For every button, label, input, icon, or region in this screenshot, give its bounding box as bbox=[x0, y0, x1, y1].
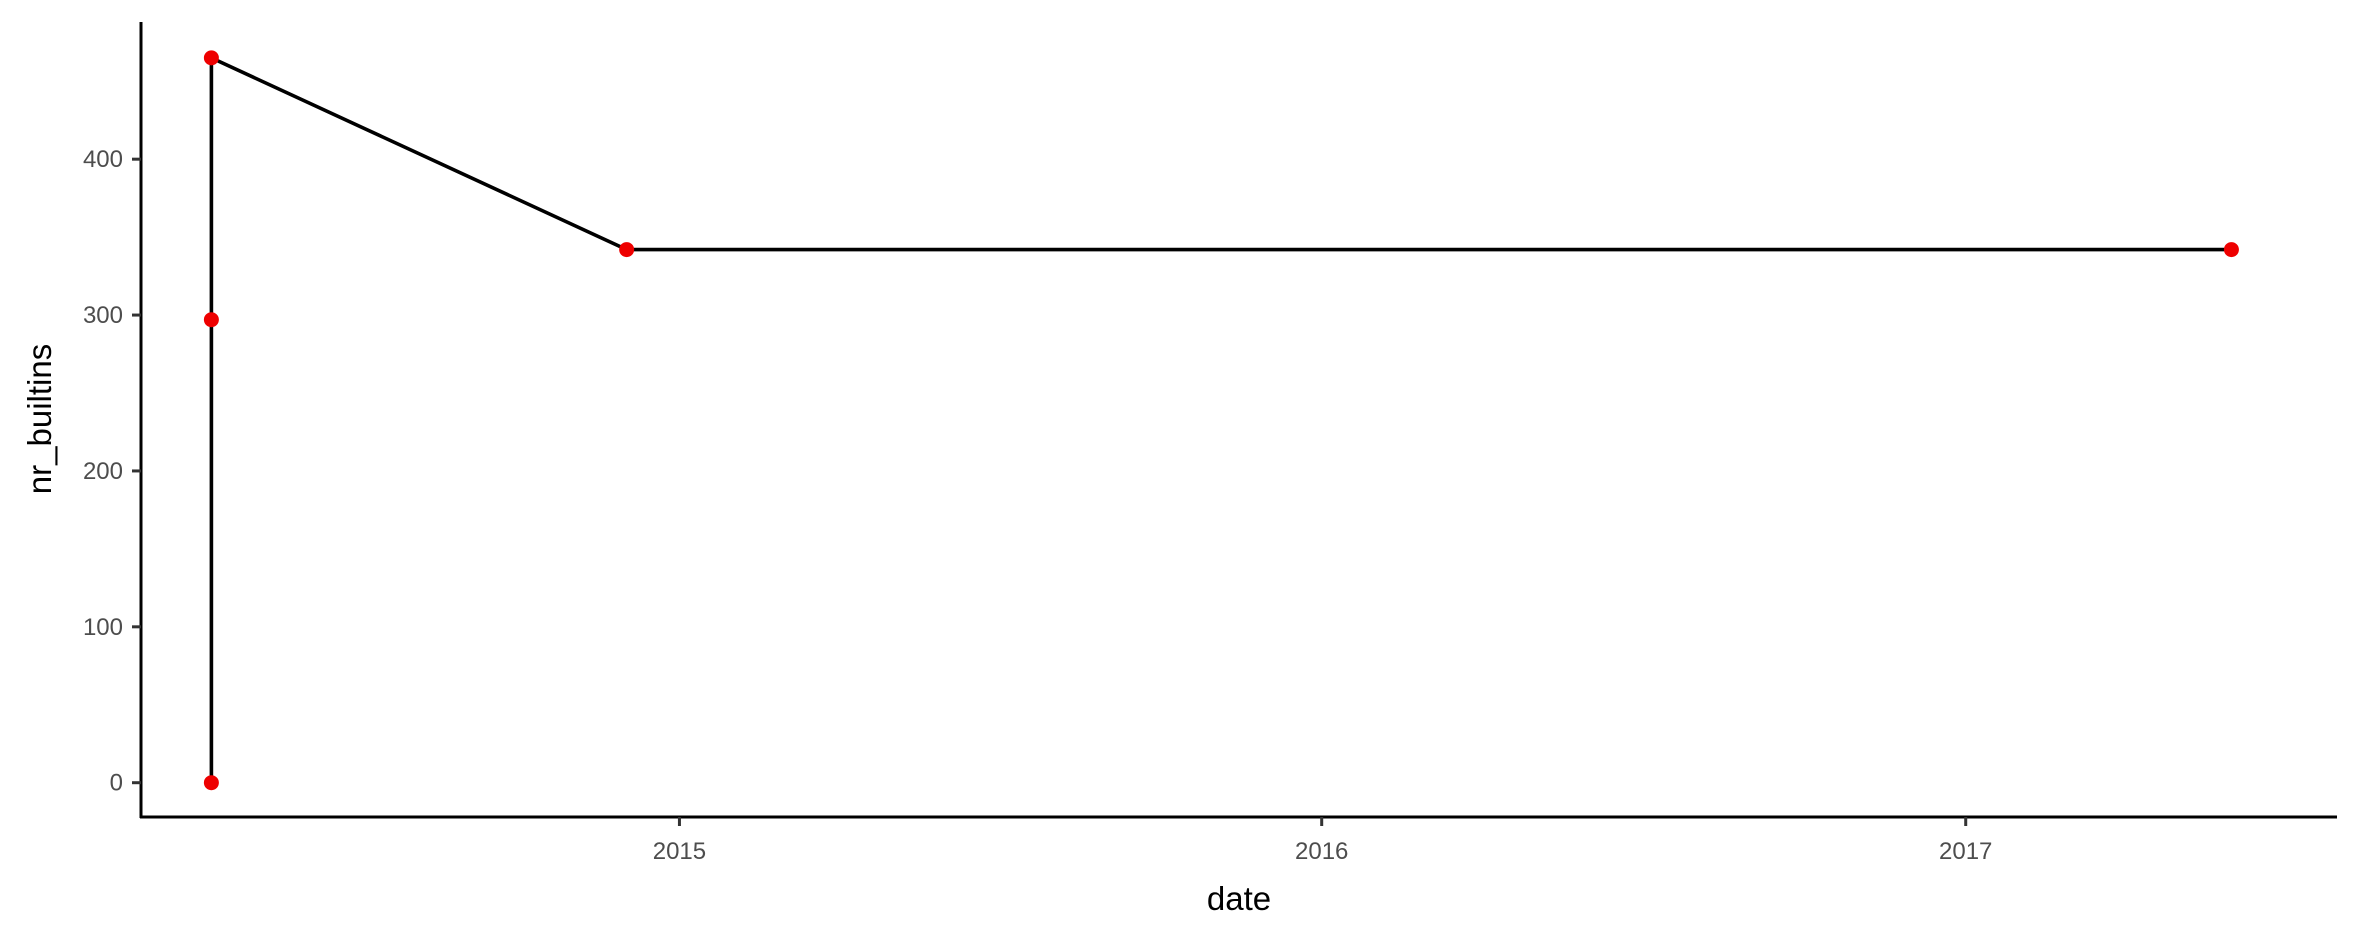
x-axis-title: date bbox=[1207, 880, 1271, 917]
x-axis-ticks: 2015 2016 2017 bbox=[653, 817, 1992, 865]
x-tick-label: 2015 bbox=[653, 838, 706, 865]
y-tick-label: 300 bbox=[83, 302, 123, 329]
y-tick-label: 0 bbox=[110, 770, 123, 797]
data-point bbox=[203, 50, 219, 66]
y-tick-label: 100 bbox=[83, 614, 123, 641]
y-axis-title: nr_builtins bbox=[21, 344, 58, 494]
y-axis-ticks: 0 100 200 300 400 bbox=[83, 146, 141, 797]
data-point bbox=[619, 242, 635, 258]
data-point bbox=[203, 775, 219, 791]
data-point bbox=[2223, 242, 2239, 258]
x-tick-label: 2016 bbox=[1295, 838, 1348, 865]
y-tick-label: 200 bbox=[83, 458, 123, 485]
y-tick-label: 400 bbox=[83, 146, 123, 173]
series-line bbox=[209, 56, 2232, 783]
data-point bbox=[203, 312, 219, 328]
x-tick-label: 2017 bbox=[1939, 838, 1992, 865]
plot-area bbox=[203, 50, 2239, 791]
